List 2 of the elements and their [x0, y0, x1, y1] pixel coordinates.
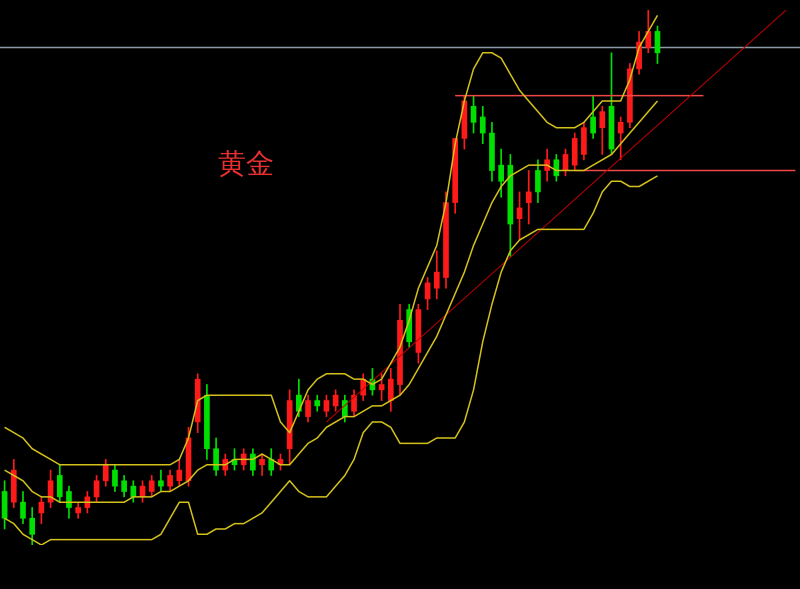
- text: 黄金: [218, 146, 274, 182]
- candlestick: [516, 192, 522, 240]
